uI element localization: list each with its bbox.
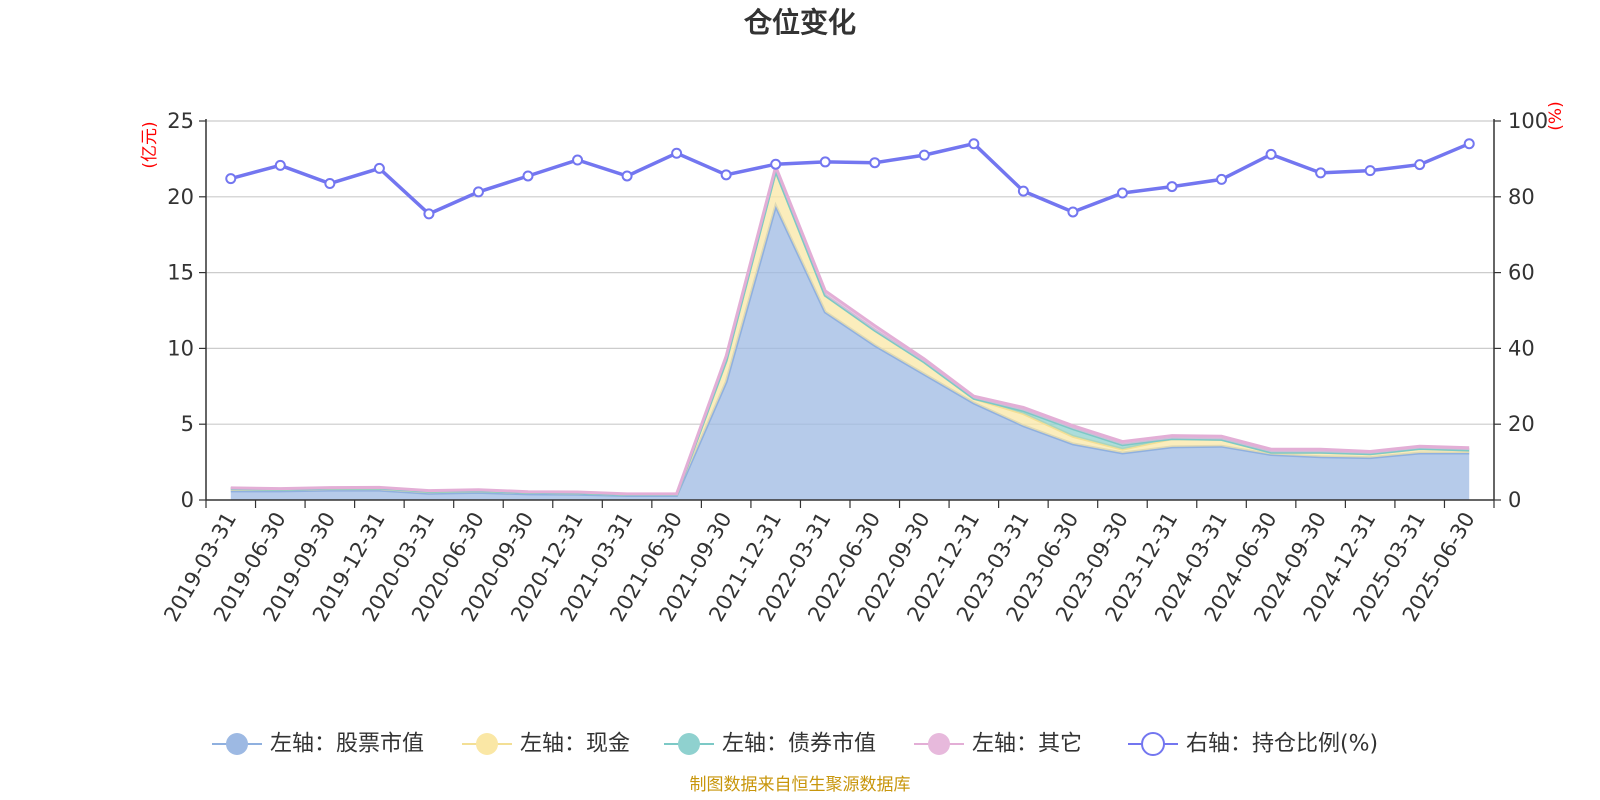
ratio-point bbox=[720, 169, 732, 181]
stacked-areas bbox=[230, 161, 1470, 500]
legend-marker bbox=[1141, 732, 1165, 756]
left-axis-tick-label: 0 bbox=[181, 488, 194, 512]
ratio-point bbox=[1216, 173, 1228, 185]
legend-item-0[interactable]: 左轴：股票市值 bbox=[212, 732, 424, 757]
right-axis-tick-label: 100 bbox=[1508, 109, 1548, 133]
area-0 bbox=[230, 205, 1470, 500]
ratio-point bbox=[621, 170, 633, 182]
legend: 左轴：股票市值 左轴：现金 左轴：债券市值 左轴：其它 右轴：持仓比例(%) bbox=[212, 732, 1378, 757]
ratio-point bbox=[373, 162, 385, 174]
gridlines bbox=[206, 120, 1494, 425]
ratio-point bbox=[1166, 181, 1178, 193]
legend-item-3[interactable]: 左轴：其它 bbox=[914, 732, 1082, 757]
right-axis-unit: (%) bbox=[1546, 101, 1566, 130]
ratio-point bbox=[1067, 206, 1079, 218]
ratio-point bbox=[472, 186, 484, 198]
ratio-point bbox=[918, 149, 930, 161]
left-axis-tick-label: 20 bbox=[167, 185, 194, 209]
legend-label: 右轴：持仓比例(%) bbox=[1186, 732, 1378, 757]
legend-label: 左轴：其它 bbox=[972, 732, 1082, 757]
legend-label: 左轴：现金 bbox=[520, 732, 630, 757]
legend-marker bbox=[678, 733, 700, 755]
legend-marker bbox=[476, 733, 498, 755]
legend-marker bbox=[928, 733, 950, 755]
ratio-point bbox=[1017, 185, 1029, 197]
right-axis-tick-label: 0 bbox=[1508, 488, 1521, 512]
ratio-line-path bbox=[230, 141, 1470, 216]
ratio-point bbox=[770, 158, 782, 170]
left-axis-unit: (亿元) bbox=[140, 121, 160, 168]
ratio-point bbox=[522, 170, 534, 182]
ratio-point bbox=[1463, 138, 1475, 150]
ratio-point bbox=[1364, 165, 1376, 177]
ratio-point bbox=[274, 159, 286, 171]
ratio-point bbox=[1116, 187, 1128, 199]
right-axis-tick-label: 40 bbox=[1508, 336, 1535, 360]
ratio-point bbox=[572, 154, 584, 166]
ratio-point bbox=[819, 156, 831, 168]
legend-label: 左轴：债券市值 bbox=[722, 732, 876, 757]
area-edge-3 bbox=[230, 161, 1470, 496]
left-axis-tick-label: 25 bbox=[167, 109, 194, 133]
ratio-point bbox=[423, 208, 435, 220]
data-source-note: 制图数据来自恒生聚源数据库 bbox=[690, 775, 911, 795]
ratio-point bbox=[968, 138, 980, 150]
right-axis-tick-label: 80 bbox=[1508, 185, 1535, 209]
ratio-point bbox=[1414, 159, 1426, 171]
ratio-point bbox=[869, 157, 881, 169]
right-axis-tick-label: 60 bbox=[1508, 261, 1535, 285]
right-axis-tick-label: 20 bbox=[1508, 412, 1535, 436]
legend-marker bbox=[226, 733, 248, 755]
left-axis-tick-label: 5 bbox=[181, 412, 194, 436]
ratio-point bbox=[1315, 167, 1327, 179]
left-axis-tick-label: 10 bbox=[167, 336, 194, 360]
ratio-point bbox=[1265, 148, 1277, 160]
legend-item-4[interactable]: 右轴：持仓比例(%) bbox=[1128, 732, 1378, 757]
left-axis-tick-label: 15 bbox=[167, 261, 194, 285]
ratio-point bbox=[225, 173, 237, 185]
chart-title: 仓位变化 bbox=[744, 6, 856, 39]
legend-item-2[interactable]: 左轴：债券市值 bbox=[664, 732, 876, 757]
ratio-point bbox=[671, 147, 683, 159]
legend-label: 左轴：股票市值 bbox=[270, 732, 424, 757]
ratio-line bbox=[225, 138, 1475, 220]
legend-item-1[interactable]: 左轴：现金 bbox=[462, 732, 630, 757]
ratio-point bbox=[324, 178, 336, 190]
